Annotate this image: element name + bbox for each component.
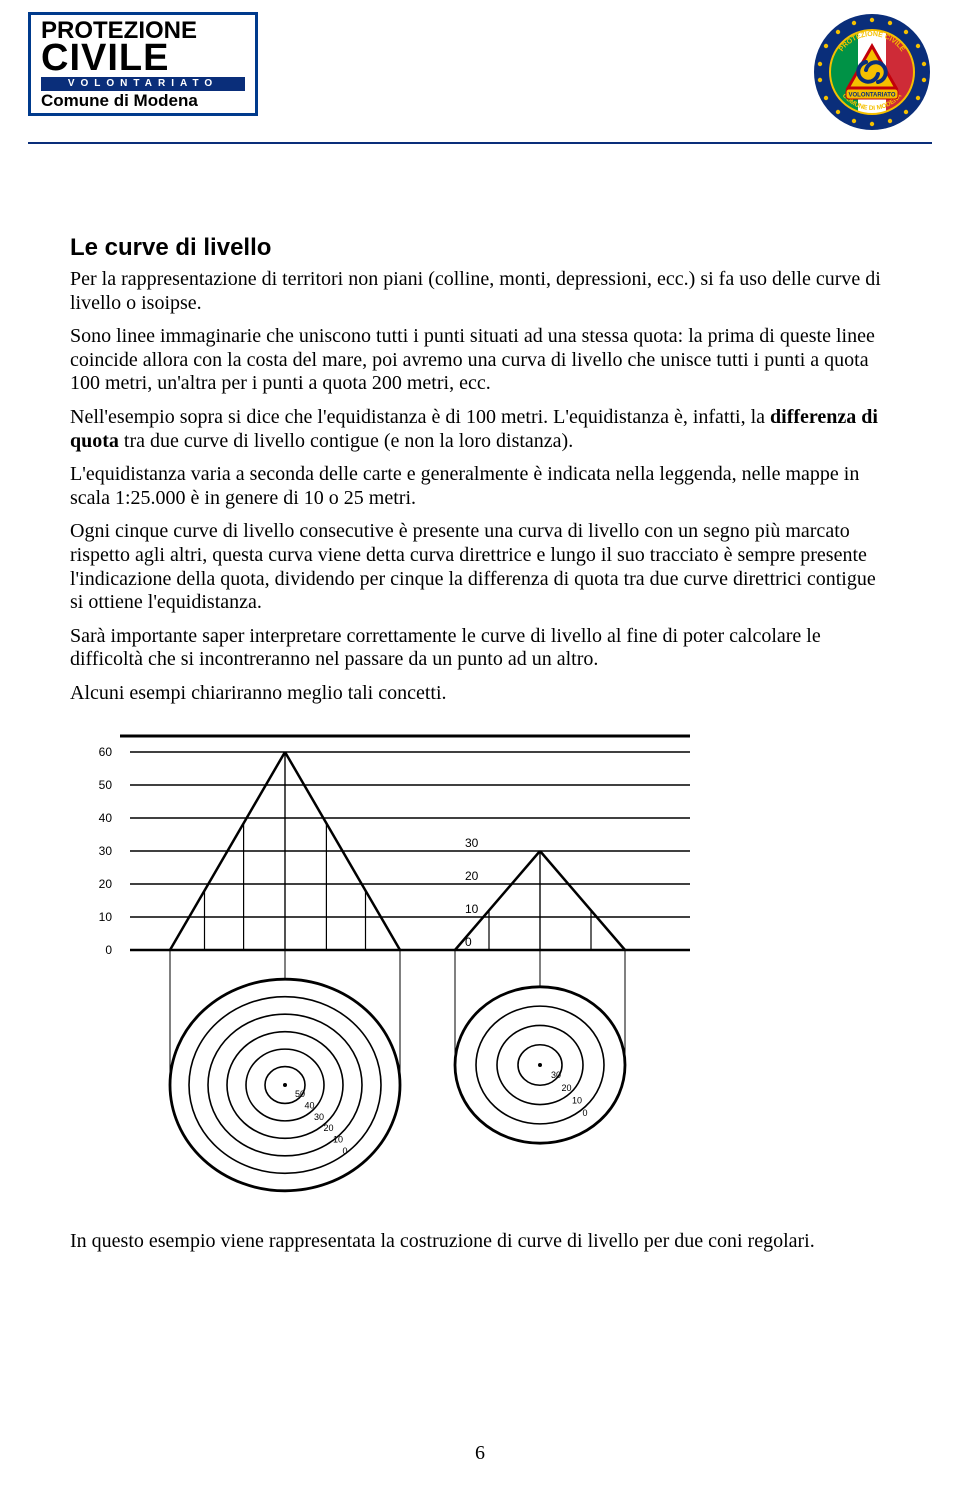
emblem-icon: PROTEZIONE CIVILE COMUNE DI MODENA VOLON… — [812, 12, 932, 132]
svg-text:40: 40 — [99, 811, 113, 825]
diagram-container: 60504030201003020100010203040500102030 — [70, 730, 890, 1200]
svg-text:0: 0 — [105, 943, 112, 957]
paragraph-3: Nell'esempio sopra si dice che l'equidis… — [70, 406, 890, 453]
contour-diagram: 60504030201003020100010203040500102030 — [70, 730, 710, 1200]
svg-text:20: 20 — [562, 1082, 572, 1092]
section-heading: Le curve di livello — [70, 234, 890, 262]
svg-text:10: 10 — [333, 1134, 343, 1144]
svg-text:0: 0 — [583, 1108, 588, 1118]
svg-text:30: 30 — [314, 1111, 324, 1121]
svg-text:30: 30 — [551, 1070, 561, 1080]
page-header: PROTEZIONE CIVILE VOLONTARIATO Comune di… — [0, 0, 960, 132]
paragraph-1: Per la rappresentazione di territori non… — [70, 268, 890, 315]
text-span: tra due curve di livello contigue (e non… — [119, 430, 573, 452]
logo-left: PROTEZIONE CIVILE VOLONTARIATO Comune di… — [28, 12, 258, 116]
text-span: Nell'esempio sopra si dice che l'equidis… — [70, 406, 770, 428]
page-number: 6 — [0, 1442, 960, 1465]
svg-text:10: 10 — [572, 1095, 582, 1105]
svg-text:20: 20 — [324, 1123, 334, 1133]
svg-text:30: 30 — [99, 844, 113, 858]
svg-text:20: 20 — [99, 877, 113, 891]
svg-text:50: 50 — [295, 1089, 305, 1099]
svg-text:30: 30 — [465, 836, 479, 850]
paragraph-6: Sarà importante saper interpretare corre… — [70, 625, 890, 672]
page-content: Le curve di livello Per la rappresentazi… — [0, 144, 960, 1253]
svg-text:60: 60 — [99, 745, 113, 759]
svg-text:40: 40 — [305, 1100, 315, 1110]
paragraph-5: Ogni cinque curve di livello consecutive… — [70, 520, 890, 614]
logo-line3: Comune di Modena — [41, 92, 245, 109]
paragraph-8: In questo esempio viene rappresentata la… — [70, 1230, 890, 1254]
svg-text:10: 10 — [99, 910, 113, 924]
svg-text:0: 0 — [343, 1146, 348, 1156]
logo-line2: CIVILE — [41, 39, 245, 77]
svg-text:50: 50 — [99, 778, 113, 792]
svg-text:VOLONTARIATO: VOLONTARIATO — [849, 93, 896, 99]
logo-bar: VOLONTARIATO — [41, 77, 245, 91]
svg-text:10: 10 — [465, 902, 479, 916]
paragraph-7: Alcuni esempi chiariranno meglio tali co… — [70, 682, 890, 706]
paragraph-2: Sono linee immaginarie che uniscono tutt… — [70, 325, 890, 396]
paragraph-4: L'equidistanza varia a seconda delle car… — [70, 463, 890, 510]
svg-text:20: 20 — [465, 869, 479, 883]
